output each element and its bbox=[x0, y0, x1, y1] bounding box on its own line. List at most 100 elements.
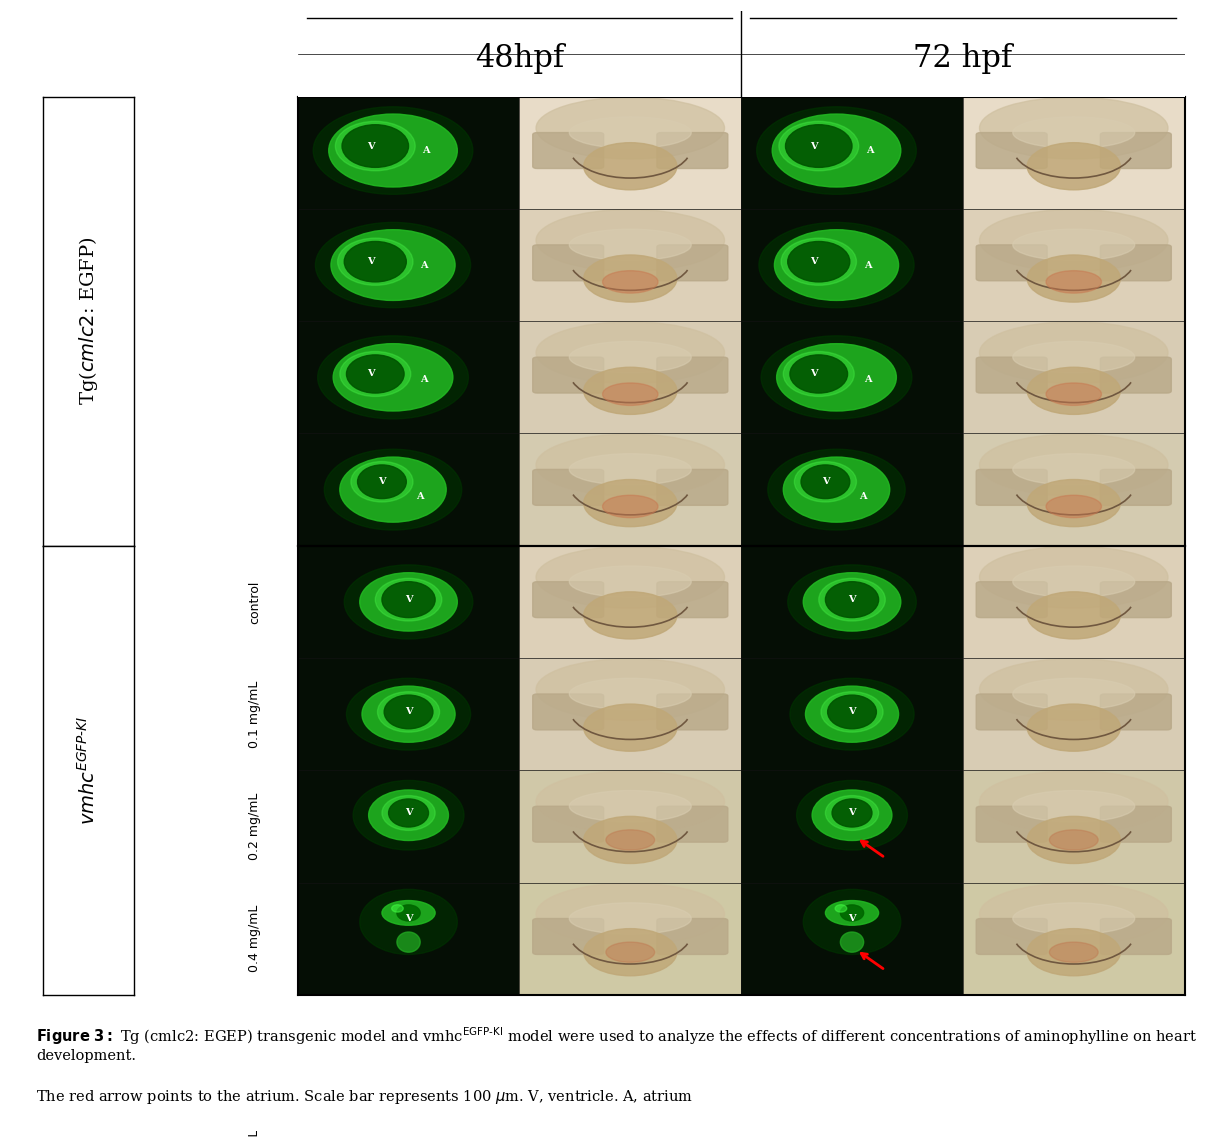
Ellipse shape bbox=[343, 125, 408, 167]
Ellipse shape bbox=[536, 546, 724, 608]
FancyBboxPatch shape bbox=[657, 357, 728, 393]
Ellipse shape bbox=[360, 573, 457, 631]
Ellipse shape bbox=[354, 780, 464, 850]
Ellipse shape bbox=[536, 209, 724, 272]
FancyBboxPatch shape bbox=[1101, 133, 1171, 168]
FancyBboxPatch shape bbox=[532, 806, 604, 843]
Ellipse shape bbox=[825, 901, 878, 926]
Ellipse shape bbox=[606, 943, 655, 962]
Ellipse shape bbox=[340, 351, 411, 397]
FancyBboxPatch shape bbox=[532, 470, 604, 505]
Text: V: V bbox=[405, 707, 412, 716]
Ellipse shape bbox=[835, 905, 847, 912]
Ellipse shape bbox=[536, 771, 724, 832]
Text: V: V bbox=[810, 370, 818, 379]
Ellipse shape bbox=[803, 889, 900, 954]
FancyBboxPatch shape bbox=[657, 133, 728, 168]
FancyBboxPatch shape bbox=[976, 244, 1047, 281]
Text: A: A bbox=[864, 375, 871, 384]
Text: A: A bbox=[859, 492, 868, 501]
Ellipse shape bbox=[570, 903, 691, 935]
Ellipse shape bbox=[583, 367, 677, 414]
Ellipse shape bbox=[384, 695, 433, 729]
Text: V: V bbox=[848, 808, 855, 818]
Text: control: control bbox=[248, 1029, 261, 1072]
Ellipse shape bbox=[841, 905, 864, 921]
Text: The red arrow points to the atrium. Scale bar represents 100 $\mu$m. V, ventricl: The red arrow points to the atrium. Scal… bbox=[36, 1087, 694, 1105]
Ellipse shape bbox=[801, 465, 849, 499]
FancyBboxPatch shape bbox=[532, 357, 604, 393]
Ellipse shape bbox=[378, 691, 440, 732]
FancyBboxPatch shape bbox=[1101, 470, 1171, 505]
Text: A: A bbox=[420, 375, 428, 384]
Text: V: V bbox=[848, 595, 855, 604]
Ellipse shape bbox=[583, 142, 677, 190]
Ellipse shape bbox=[330, 230, 456, 300]
Ellipse shape bbox=[389, 799, 429, 827]
Ellipse shape bbox=[827, 695, 876, 729]
Ellipse shape bbox=[832, 799, 872, 827]
Ellipse shape bbox=[1013, 341, 1135, 373]
Ellipse shape bbox=[391, 905, 403, 912]
FancyBboxPatch shape bbox=[1101, 694, 1171, 730]
FancyBboxPatch shape bbox=[657, 582, 728, 617]
Ellipse shape bbox=[603, 271, 659, 293]
Ellipse shape bbox=[351, 462, 413, 501]
Ellipse shape bbox=[1013, 566, 1135, 597]
Text: V: V bbox=[848, 914, 855, 923]
Ellipse shape bbox=[570, 679, 691, 709]
Ellipse shape bbox=[346, 355, 405, 393]
FancyBboxPatch shape bbox=[1101, 582, 1171, 617]
Text: V: V bbox=[405, 914, 412, 923]
Ellipse shape bbox=[346, 679, 470, 750]
Ellipse shape bbox=[536, 658, 724, 721]
FancyBboxPatch shape bbox=[532, 244, 604, 281]
Ellipse shape bbox=[795, 462, 857, 501]
FancyBboxPatch shape bbox=[976, 357, 1047, 393]
Text: 0.4 mg/mL: 0.4 mg/mL bbox=[248, 905, 261, 972]
Text: A: A bbox=[864, 260, 871, 269]
Ellipse shape bbox=[570, 790, 691, 822]
FancyBboxPatch shape bbox=[1101, 244, 1171, 281]
Ellipse shape bbox=[979, 322, 1168, 383]
Ellipse shape bbox=[757, 107, 916, 194]
FancyBboxPatch shape bbox=[532, 694, 604, 730]
FancyBboxPatch shape bbox=[976, 133, 1047, 168]
Ellipse shape bbox=[773, 114, 900, 186]
Ellipse shape bbox=[316, 223, 470, 308]
Ellipse shape bbox=[338, 238, 413, 285]
Text: V: V bbox=[405, 595, 412, 604]
Ellipse shape bbox=[1027, 704, 1120, 752]
FancyBboxPatch shape bbox=[976, 470, 1047, 505]
Ellipse shape bbox=[536, 883, 724, 945]
Ellipse shape bbox=[313, 107, 473, 194]
Ellipse shape bbox=[1013, 117, 1135, 148]
Ellipse shape bbox=[333, 343, 453, 410]
Ellipse shape bbox=[382, 901, 435, 926]
Ellipse shape bbox=[785, 125, 852, 167]
Text: 0.1 mg/mL: 0.1 mg/mL bbox=[248, 1129, 261, 1137]
Ellipse shape bbox=[583, 255, 677, 302]
Ellipse shape bbox=[1046, 496, 1102, 517]
Ellipse shape bbox=[1013, 230, 1135, 260]
Ellipse shape bbox=[344, 565, 473, 639]
Ellipse shape bbox=[397, 932, 420, 952]
Ellipse shape bbox=[360, 889, 457, 954]
Ellipse shape bbox=[1027, 142, 1120, 190]
Ellipse shape bbox=[583, 591, 677, 639]
Ellipse shape bbox=[368, 790, 448, 840]
Text: A: A bbox=[866, 146, 874, 155]
Ellipse shape bbox=[774, 230, 899, 300]
Ellipse shape bbox=[1013, 903, 1135, 935]
Ellipse shape bbox=[382, 582, 435, 617]
Ellipse shape bbox=[776, 343, 897, 410]
Ellipse shape bbox=[781, 238, 857, 285]
Ellipse shape bbox=[1027, 255, 1120, 302]
Ellipse shape bbox=[570, 454, 691, 485]
Text: 0.1 mg/mL: 0.1 mg/mL bbox=[248, 680, 261, 748]
Ellipse shape bbox=[1013, 790, 1135, 822]
Ellipse shape bbox=[1027, 816, 1120, 863]
Ellipse shape bbox=[979, 97, 1168, 159]
Ellipse shape bbox=[1027, 367, 1120, 414]
Text: $\mathbf{Figure\ 3:}$ Tg (cmlc2: EGEP) transgenic model and vmhc$^{\mathrm{EGFP\: $\mathbf{Figure\ 3:}$ Tg (cmlc2: EGEP) t… bbox=[36, 1026, 1198, 1063]
